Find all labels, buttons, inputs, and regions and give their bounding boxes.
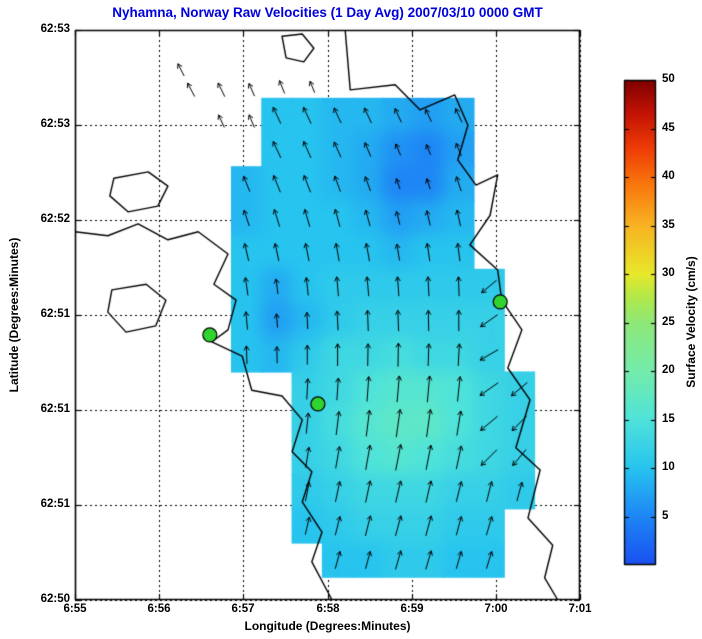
colorbar-tick-label: 5 [662, 510, 669, 522]
x-tick-label: 6:58 [316, 603, 340, 615]
colorbar-label: Surface Velocity (cm/s) [684, 256, 698, 388]
y-tick-label: 62:51 [40, 498, 70, 510]
x-tick-label: 7:00 [484, 603, 508, 615]
colorbar-tick-label: 20 [662, 364, 675, 376]
colorbar-tick-label: 25 [662, 316, 675, 328]
x-axis-label: Longitude (Degrees:Minutes) [244, 619, 411, 633]
y-tick-label: 62:53 [40, 118, 70, 130]
x-tick-label: 6:59 [400, 603, 424, 615]
colorbar-tick-label: 35 [662, 219, 675, 231]
y-tick-label: 62:51 [40, 308, 70, 320]
colorbar-tick-label: 50 [662, 73, 675, 85]
chart-title: Nyhamna, Norway Raw Velocities (1 Day Av… [112, 5, 543, 20]
y-tick-label: 62:53 [40, 23, 70, 35]
y-tick-label: 62:52 [40, 213, 70, 225]
y-tick-label: 62:51 [40, 403, 70, 415]
colorbar-tick-label: 10 [662, 461, 675, 473]
y-axis-label: Latitude (Degrees:Minutes) [7, 237, 21, 393]
x-tick-label: 7:01 [568, 603, 592, 615]
colorbar-tick-label: 40 [662, 170, 675, 182]
colorbar-tick-label: 30 [662, 267, 675, 279]
x-tick-label: 6:56 [147, 603, 171, 615]
x-tick-label: 6:55 [63, 603, 87, 615]
colorbar-tick-label: 45 [662, 122, 675, 134]
y-tick-label: 62:50 [40, 593, 70, 605]
colorbar-tick-label: 15 [662, 413, 675, 425]
x-tick-label: 6:57 [231, 603, 255, 615]
